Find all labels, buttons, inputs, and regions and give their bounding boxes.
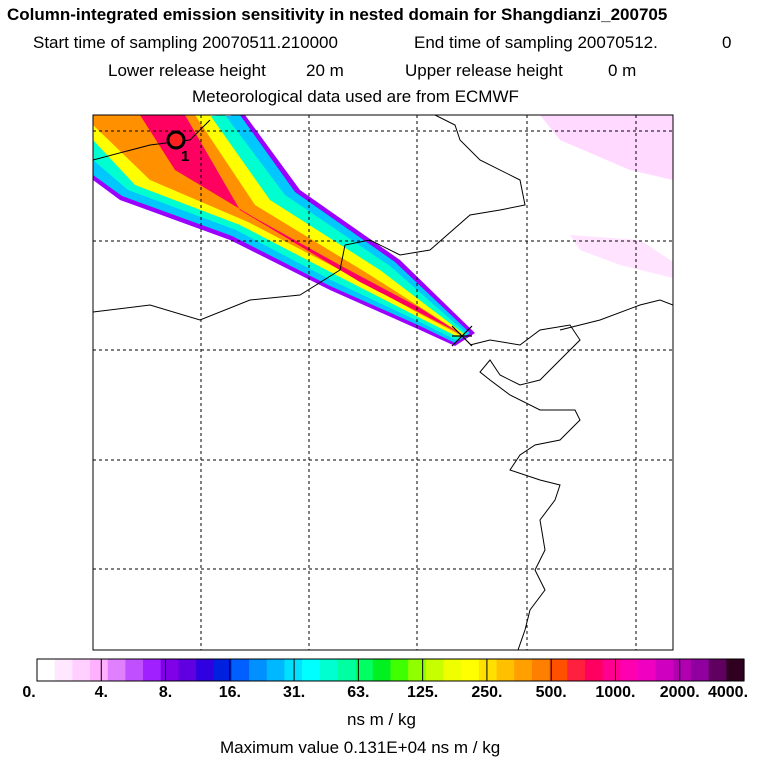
- colorbar-cell: [302, 659, 321, 681]
- colorbar-tick-label: 63.: [347, 684, 370, 701]
- colorbar-cell: [567, 659, 586, 681]
- colorbar-tick-label: 4.: [94, 684, 108, 701]
- colorbar-cell: [443, 659, 462, 681]
- colorbar-cell: [90, 659, 109, 681]
- colorbar-cell: [425, 659, 445, 681]
- colorbar-cell: [690, 659, 710, 681]
- colorbar-cell: [143, 659, 162, 681]
- upper-height-label: Upper release height: [405, 61, 563, 80]
- map-frame: [92, 114, 674, 651]
- colorbar-cell: [231, 659, 250, 681]
- lower-height-value: 20 m: [306, 61, 344, 80]
- colorbar-cell: [584, 659, 604, 681]
- colorbar-cell: [372, 659, 392, 681]
- end-time-label: End time of sampling 20070512.: [414, 33, 658, 52]
- end-time-suffix: 0: [722, 33, 732, 52]
- colorbar-cell: [531, 659, 551, 681]
- colorbar-cell: [355, 659, 374, 681]
- colorbar-tick-label: 1000.: [595, 684, 636, 701]
- colorbar-cell: [125, 659, 144, 681]
- colorbar-cell: [107, 659, 126, 681]
- colorbar-cells: [37, 659, 745, 681]
- colorbar-cell: [602, 659, 621, 681]
- colorbar-tick-label: 16.: [218, 684, 241, 701]
- colorbar-cell: [319, 659, 339, 681]
- colorbar-cell: [337, 659, 356, 681]
- colorbar-cell: [637, 659, 657, 681]
- colorbar-tick-label: 250.: [471, 684, 503, 701]
- colorbar-cell: [726, 659, 745, 681]
- colorbar-cell: [37, 659, 56, 681]
- station-label: 1: [181, 148, 190, 165]
- colorbar-cell: [266, 659, 286, 681]
- coastline: [559, 299, 673, 331]
- colorbar-cell: [620, 659, 639, 681]
- colorbar-cell: [213, 659, 233, 681]
- colorbar-cell: [249, 659, 268, 681]
- colorbar-cell: [54, 659, 73, 681]
- upper-height-value: 0 m: [608, 61, 637, 80]
- colorbar-units: ns m / kg: [347, 710, 416, 729]
- colorbar-tick-label: 500.: [535, 684, 567, 701]
- graticule: [93, 115, 673, 650]
- colorbar-cell: [708, 659, 727, 681]
- colorbar-cell: [496, 659, 515, 681]
- max-value-label: Maximum value 0.131E+04 ns m / kg: [220, 738, 501, 757]
- colorbar-cell: [461, 659, 480, 681]
- coastline: [469, 324, 581, 650]
- start-time-label: Start time of sampling 20070511.210000: [33, 33, 338, 52]
- map-title: Column-integrated emission sensitivity i…: [7, 5, 668, 24]
- colorbar-tick-label: 8.: [158, 684, 173, 701]
- coastline: [93, 115, 526, 321]
- colorbar-cell: [514, 659, 533, 681]
- met-data-label: Meteorological data used are from ECMWF: [192, 87, 519, 106]
- colorbar-tick-label: 125.: [407, 684, 439, 701]
- station-marker: [166, 130, 186, 150]
- land-tint-patch: [570, 235, 673, 278]
- colorbar-cell: [178, 659, 197, 681]
- lower-height-label: Lower release height: [108, 61, 266, 80]
- colorbar-tick-label: 31.: [282, 684, 306, 701]
- colorbar-cell: [673, 659, 692, 681]
- release-cross-icon: [451, 325, 473, 347]
- colorbar-cell: [72, 659, 91, 681]
- colorbar-cell: [478, 659, 498, 681]
- colorbar-ticks: [100, 659, 681, 681]
- colorbar-cell: [390, 659, 409, 681]
- colorbar-tick-label: 2000.: [659, 684, 700, 701]
- colorbar-tick-label: 0.: [22, 684, 36, 701]
- colorbar-cell: [284, 659, 303, 681]
- colorbar-cell: [549, 659, 568, 681]
- colorbar-cell: [196, 659, 215, 681]
- colorbar-frame: [36, 658, 745, 682]
- colorbar-cell: [408, 659, 427, 681]
- colorbar-cell: [160, 659, 179, 681]
- colorbar-cell: [655, 659, 674, 681]
- colorbar-tick-label: 4000.: [707, 684, 749, 701]
